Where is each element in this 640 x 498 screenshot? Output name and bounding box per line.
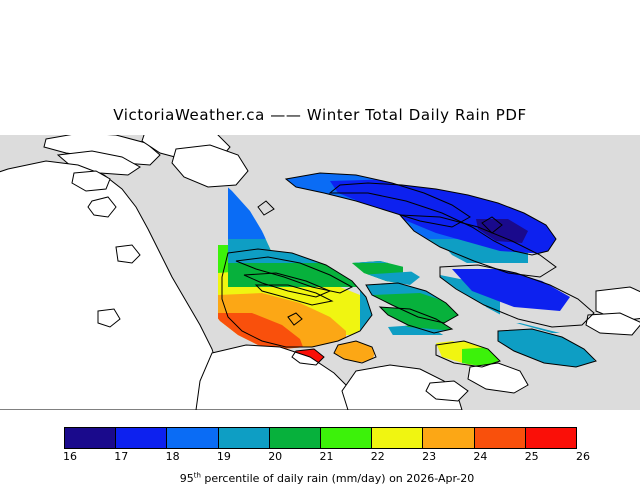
colorbar-tick-26: 26 — [576, 450, 590, 463]
colorbar-segment-21-22 — [321, 428, 373, 448]
colorbar-tick-24: 24 — [473, 450, 488, 463]
coast-southeast-island — [497, 328, 597, 368]
coast-central-island-c — [254, 284, 334, 306]
colorbar-segment-23-24 — [423, 428, 475, 448]
coast-islet-red — [291, 348, 325, 366]
colorbar-segment-25-26 — [525, 428, 577, 448]
mainland-inlet-a — [71, 170, 111, 192]
mainland-inlet-c — [115, 244, 141, 264]
colorbar-caption-prefix: 95 — [179, 472, 194, 485]
island-northwest-outer — [43, 135, 161, 166]
contour-band-17-18-east — [452, 269, 570, 311]
map-canvas — [0, 135, 640, 410]
coast-ne-island-b — [328, 182, 557, 256]
lake-marker-a — [481, 216, 503, 234]
coast-central-island-e — [378, 306, 454, 334]
colorbar-tick-21: 21 — [319, 450, 334, 463]
colorbar-tick-labels: 16 17 18 19 20 21 22 23 24 25 26 — [63, 450, 604, 464]
colorbar-tick-22: 22 — [370, 450, 385, 463]
island-north-central-b — [171, 144, 249, 188]
contour-fill-layer — [218, 163, 600, 367]
mainland-inlet-d — [97, 308, 121, 328]
colorbar — [64, 427, 577, 449]
coast-central-island-b — [243, 272, 332, 298]
colorbar-tick-18: 18 — [165, 450, 180, 463]
colorbar-caption-rest: percentile of daily rain (mm/day) on 202… — [200, 472, 475, 485]
colorbar-segment-24-25 — [474, 428, 526, 448]
colorbar-segment-16-17 — [65, 428, 117, 448]
mainland-inlet-b — [87, 196, 117, 218]
page-title: VictoriaWeather.ca —— Winter Total Daily… — [113, 106, 527, 124]
coast-central-island-d — [365, 282, 459, 324]
colorbar-tick-16: 16 — [63, 450, 77, 463]
coast-islet-orange — [333, 340, 377, 364]
map-plot-area — [0, 135, 640, 410]
colorbar-segment-20-21 — [269, 428, 322, 448]
coast-islet-yellow — [435, 340, 501, 368]
colorbar-segment-17-18 — [116, 428, 168, 448]
island-south-small-b — [425, 380, 469, 402]
lake-marker-c — [287, 312, 303, 326]
mainland-south — [195, 344, 365, 410]
coast-ne-island-c — [398, 214, 557, 278]
lake-marker-b — [257, 200, 275, 216]
colorbar-segment-18-19 — [167, 428, 219, 448]
coast-saanich-peninsula — [221, 248, 373, 348]
island-northeast-white — [595, 286, 640, 322]
colorbar-caption-superscript: th — [193, 471, 201, 480]
contour-band-19-20-southeast — [470, 323, 596, 367]
colorbar-tick-20: 20 — [268, 450, 283, 463]
colorbar-caption: 95th percentile of daily rain (mm/day) o… — [0, 459, 640, 498]
colorbar-tick-23: 23 — [422, 450, 437, 463]
colorbar-tick-19: 19 — [216, 450, 231, 463]
weather-map-app: VictoriaWeather.ca —— Winter Total Daily… — [0, 106, 640, 485]
colorbar-segments — [64, 427, 577, 449]
colorbar-tick-17: 17 — [114, 450, 129, 463]
colorbar-segment-19-20 — [218, 428, 270, 448]
coastline-layer — [0, 135, 640, 410]
island-east-white — [585, 312, 640, 336]
coast-east-island — [439, 264, 595, 328]
contour-band-16-17-core — [476, 219, 528, 243]
colorbar-tick-25: 25 — [524, 450, 539, 463]
colorbar-segment-22-23 — [372, 428, 424, 448]
island-south-small-a — [467, 362, 529, 394]
mainland-west — [0, 160, 223, 410]
